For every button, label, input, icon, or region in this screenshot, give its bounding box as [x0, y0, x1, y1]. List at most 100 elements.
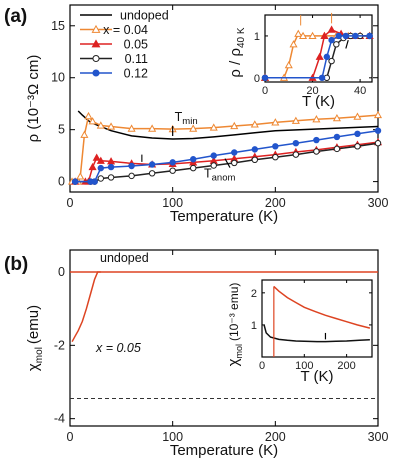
data-point	[88, 162, 97, 171]
data-point	[91, 178, 98, 185]
data-point	[189, 124, 198, 132]
data-point	[354, 130, 361, 138]
data-point	[366, 32, 373, 40]
panel-b-frame	[69, 249, 379, 427]
data-point	[342, 32, 350, 40]
legend-label: 0.05	[124, 38, 148, 52]
data-point	[84, 111, 93, 120]
data-point	[92, 153, 101, 161]
data-point	[328, 36, 335, 44]
tmin-sub: min	[182, 116, 197, 127]
data-point	[231, 149, 238, 156]
inset-a-frame	[264, 14, 373, 83]
legend-label: x = 0.04	[103, 23, 148, 37]
data-point	[312, 115, 321, 123]
inset-a-ylabel-sub: 40 K	[236, 27, 247, 48]
y-tick-label: 2	[251, 288, 257, 300]
y-tick-label: 1	[251, 320, 257, 332]
label-x005: x = 0.05	[95, 341, 141, 355]
series-line	[263, 324, 370, 343]
data-point	[333, 145, 341, 153]
legend-label: 0.12	[124, 67, 148, 81]
data-point	[127, 124, 136, 132]
data-point	[323, 53, 331, 61]
data-point	[107, 163, 115, 171]
data-point	[354, 143, 361, 150]
data-point	[210, 162, 217, 169]
panel-b-label: (b)	[4, 254, 28, 275]
data-point	[189, 156, 197, 163]
x-axis-label: Temperature (K)	[170, 442, 278, 459]
inset-a-ylabel: ρ / ρ40 K	[227, 27, 247, 77]
data-point	[91, 39, 101, 48]
inset-a-bg	[265, 15, 372, 82]
panel-a-frame	[69, 4, 379, 193]
data-point	[272, 143, 279, 150]
tanom-arrow	[224, 158, 231, 168]
data-point	[374, 139, 382, 147]
data-point	[209, 123, 218, 131]
x-tick-label: 300	[368, 196, 389, 210]
x-tick-label: 200	[265, 196, 286, 210]
y-tick-label: 0	[254, 73, 260, 85]
data-point	[88, 117, 97, 125]
x-tick-label: 20	[306, 85, 318, 97]
data-point	[96, 121, 105, 129]
data-point	[333, 133, 341, 141]
data-point	[298, 31, 308, 39]
data-point	[91, 24, 101, 33]
y-axis-label-unit: (emu)	[25, 305, 42, 344]
inset-a-xlabel: T (K)	[302, 93, 335, 110]
data-point	[291, 116, 300, 124]
data-point	[352, 32, 359, 40]
inset-b-ylabel: χmol(10⁻³ emu)	[225, 283, 244, 367]
x-tick-label: 0	[262, 85, 268, 97]
data-point	[315, 52, 324, 60]
legend-label: undoped	[120, 9, 169, 23]
data-point	[169, 159, 176, 166]
inset-b-frame	[261, 279, 373, 358]
data-point	[373, 110, 383, 119]
label-undoped: undoped	[100, 251, 149, 265]
x-tick-label: 100	[295, 360, 313, 372]
series-line	[77, 110, 379, 140]
data-point	[328, 57, 335, 65]
x-axis-label: Temperature (K)	[170, 208, 278, 225]
y-tick-label: 0	[58, 175, 65, 189]
data-point	[251, 156, 259, 164]
x-tick-label: 40	[354, 85, 366, 97]
data-point	[80, 130, 89, 138]
data-point	[92, 69, 100, 77]
tanom-label: Tanom	[204, 167, 235, 184]
series-line	[273, 285, 371, 329]
data-point	[107, 122, 116, 130]
y-tick-label: 10	[51, 71, 65, 85]
data-point	[318, 74, 326, 82]
panel-a-label: (a)	[4, 6, 27, 27]
inset-b-ylabel-unit: (10⁻³ emu)	[227, 283, 241, 341]
data-point	[292, 151, 300, 158]
data-point	[292, 139, 300, 147]
data-point	[272, 153, 279, 161]
data-point	[96, 156, 105, 164]
data-point	[97, 175, 105, 182]
data-point	[128, 172, 135, 180]
y-tick-label: 5	[58, 123, 65, 137]
data-point	[230, 121, 239, 130]
data-point	[128, 162, 135, 170]
data-point	[335, 32, 342, 40]
inset-a: 0 20 40 0 1 T (K) ρ / ρ40 K	[227, 12, 374, 110]
data-point	[231, 159, 238, 167]
data-point	[313, 148, 320, 155]
data-point	[333, 41, 340, 48]
data-point	[374, 127, 382, 134]
data-point	[71, 178, 79, 185]
data-point	[169, 167, 176, 174]
legend-label: 0.11	[125, 52, 148, 66]
data-point	[189, 164, 197, 172]
x-tick-label: 100	[162, 196, 183, 210]
